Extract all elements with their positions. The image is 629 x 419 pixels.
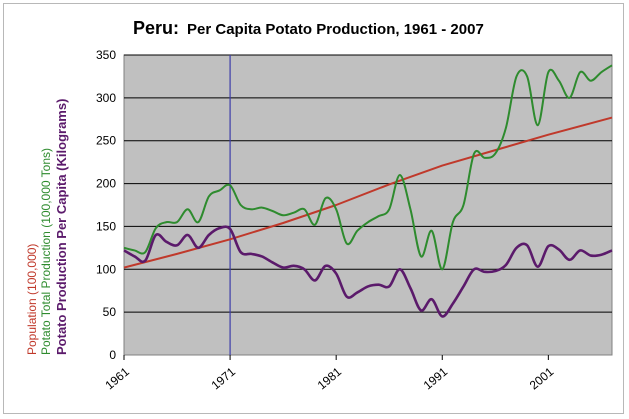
x-tick-label: 1991 [421, 364, 451, 392]
y-tick-label: 250 [96, 134, 116, 148]
x-tick-label: 2001 [527, 364, 557, 392]
y-tick-label: 50 [103, 305, 117, 319]
title-country: Peru [133, 18, 173, 38]
series-line-total [123, 64, 613, 271]
chart-title: Peru: Per Capita Potato Production, 1961 … [133, 18, 484, 38]
y-tick-label: 300 [96, 91, 116, 105]
x-tick-label: 1971 [209, 364, 239, 392]
x-tick-labels: 1961 1971 1981 1991 2001 [102, 355, 557, 392]
y-tick-label: 150 [96, 219, 116, 233]
y-tick-label: 200 [96, 177, 116, 191]
x-tick-label: 1981 [315, 364, 345, 392]
ylabel-total-production: Potato Total Production (100,000 Tons) [39, 148, 53, 355]
plot-area [123, 54, 613, 356]
series-group [123, 64, 613, 318]
y-tick-label: 100 [96, 262, 116, 276]
y-tick-label: 0 [109, 348, 116, 362]
series-line-per_capita [123, 225, 613, 318]
ylabel-per-capita: Potato Production Per Capita (Kilograms) [54, 99, 69, 355]
title-main: Per Capita Potato Production, 1961 - 200… [187, 21, 484, 38]
ylabel-population: Population (100,000) [25, 244, 39, 355]
series-line-population [123, 116, 613, 269]
y-tick-labels: 0 50 100 150 200 250 300 350 [96, 48, 116, 362]
y-axis-labels: Population (100,000) Potato Total Produc… [25, 99, 69, 355]
y-tick-label: 350 [96, 48, 116, 62]
x-tick-label: 1961 [102, 364, 132, 392]
title-separator: : [173, 18, 179, 38]
